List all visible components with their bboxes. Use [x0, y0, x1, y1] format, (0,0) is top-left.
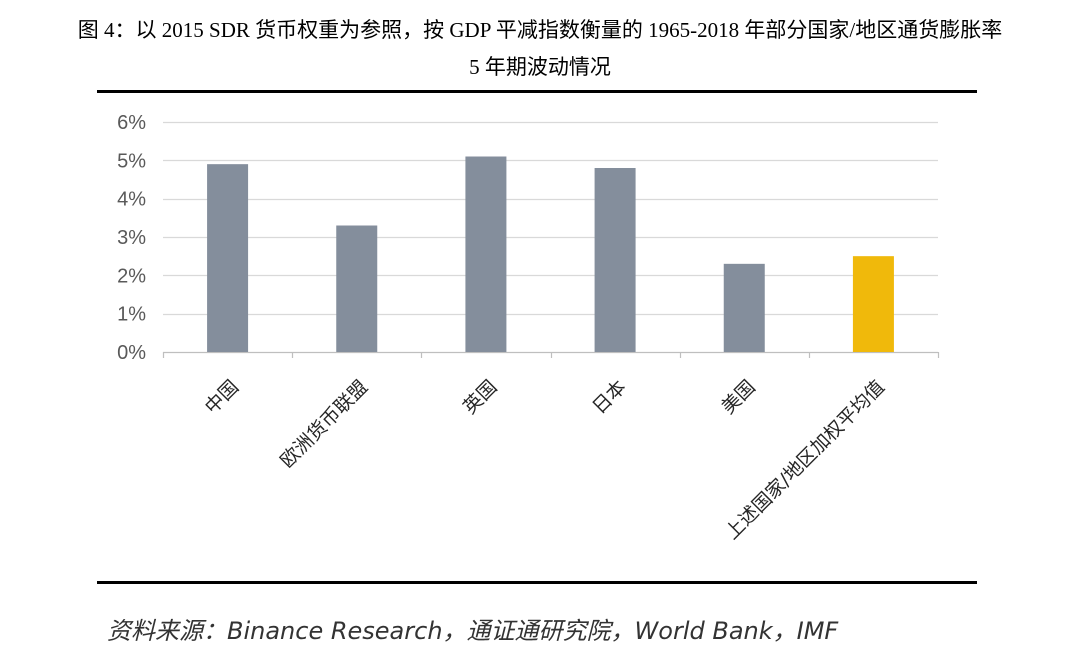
y-tick-label: 0%: [117, 342, 146, 364]
x-tick-label: 中国: [201, 376, 243, 418]
x-tick-label: 欧洲货币联盟: [276, 376, 372, 472]
chart-title-line-1: 图 4：以 2015 SDR 货币权重为参照，按 GDP 平减指数衡量的 196…: [77, 18, 1003, 42]
y-axis-tick-labels: 0% 1% 2% 3% 4% 5% 6%: [117, 112, 146, 364]
y-tick-label: 4%: [117, 189, 146, 211]
bar: [723, 263, 765, 352]
bars: [207, 156, 894, 352]
bar: [465, 156, 507, 352]
bottom-rule: [97, 581, 977, 584]
source-note: 资料来源：Binance Research，通证通研究院，World Bank，…: [107, 617, 839, 645]
y-tick-label: 1%: [117, 304, 146, 326]
chart-title-line-2: 5 年期波动情况: [469, 55, 611, 79]
bar: [207, 164, 249, 352]
x-axis-ticks: [162, 352, 940, 358]
y-tick-label: 6%: [117, 112, 146, 134]
x-tick-label: 美国: [717, 376, 759, 418]
y-tick-label: 5%: [117, 150, 146, 172]
y-tick-label: 3%: [117, 227, 146, 249]
y-tick-label: 2%: [117, 265, 146, 287]
x-tick-label: 日本: [588, 376, 630, 418]
top-rule: [97, 90, 977, 93]
bar: [594, 168, 636, 352]
x-tick-label: 英国: [459, 376, 501, 418]
bar: [336, 225, 378, 352]
bar: [852, 256, 894, 352]
chart-title: 图 4：以 2015 SDR 货币权重为参照，按 GDP 平减指数衡量的 196…: [0, 12, 1080, 86]
gridlines: [163, 121, 938, 354]
